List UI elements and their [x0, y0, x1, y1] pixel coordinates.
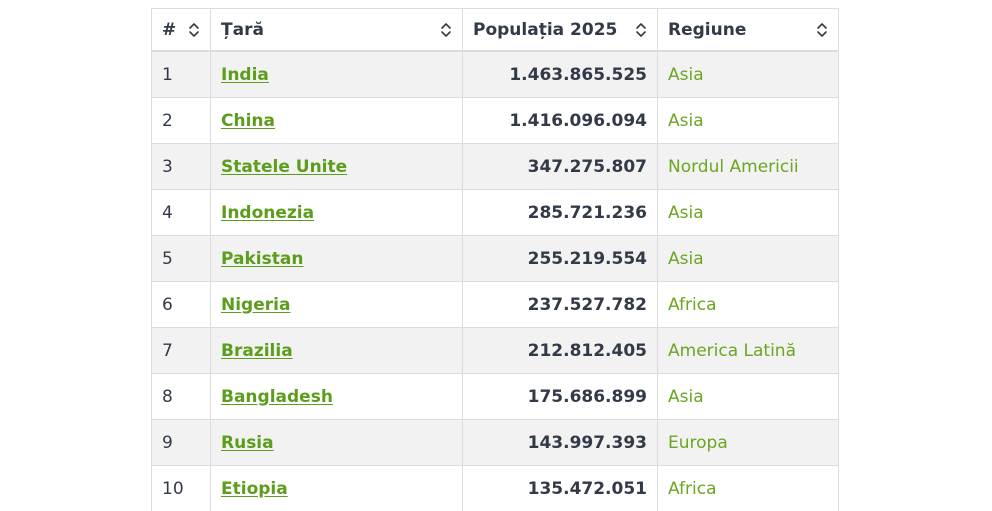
population-cell: 1.463.865.525: [462, 50, 658, 98]
region-cell: Nordul Americii: [657, 143, 839, 190]
column-header-population-label: Populația 2025: [473, 19, 618, 40]
rank-cell: 8: [151, 373, 211, 420]
column-header-region-label: Regiune: [668, 19, 747, 40]
table-row: 9 Rusia 143.997.393 Europa: [151, 419, 839, 466]
column-header-region[interactable]: Regiune: [657, 8, 839, 52]
table-row: 10 Etiopia 135.472.051 Africa: [151, 465, 839, 511]
country-cell: Statele Unite: [210, 143, 463, 190]
region-cell: Asia: [657, 97, 839, 144]
rank-cell: 7: [151, 327, 211, 374]
population-cell: 175.686.899: [462, 373, 658, 420]
country-cell: Bangladesh: [210, 373, 463, 420]
population-table-container: # Țară Populația 2025: [151, 8, 839, 511]
table-row: 5 Pakistan 255.219.554 Asia: [151, 235, 839, 282]
country-link[interactable]: Nigeria: [221, 294, 291, 315]
country-link[interactable]: Pakistan: [221, 248, 304, 269]
table-row: 4 Indonezia 285.721.236 Asia: [151, 189, 839, 236]
population-cell: 285.721.236: [462, 189, 658, 236]
country-link[interactable]: Brazilia: [221, 340, 293, 361]
region-cell: Asia: [657, 373, 839, 420]
country-cell: Brazilia: [210, 327, 463, 374]
country-cell: Nigeria: [210, 281, 463, 328]
table-body: 1 India 1.463.865.525 Asia 2 China 1.416…: [151, 50, 839, 511]
rank-cell: 6: [151, 281, 211, 328]
population-cell: 212.812.405: [462, 327, 658, 374]
table-row: 2 China 1.416.096.094 Asia: [151, 97, 839, 144]
region-cell: Africa: [657, 281, 839, 328]
region-cell: Africa: [657, 465, 839, 511]
country-link[interactable]: India: [221, 64, 269, 85]
sort-updown-icon: [817, 22, 827, 37]
population-table: # Țară Populația 2025: [151, 8, 839, 511]
country-link[interactable]: Indonezia: [221, 202, 315, 223]
population-cell: 255.219.554: [462, 235, 658, 282]
table-header: # Țară Populația 2025: [151, 8, 839, 52]
country-cell: Rusia: [210, 419, 463, 466]
rank-cell: 2: [151, 97, 211, 144]
sort-updown-icon: [441, 22, 451, 37]
region-cell: Asia: [657, 50, 839, 98]
population-cell: 135.472.051: [462, 465, 658, 511]
population-cell: 143.997.393: [462, 419, 658, 466]
column-header-rank[interactable]: #: [151, 8, 211, 52]
table-row: 1 India 1.463.865.525 Asia: [151, 50, 839, 98]
country-link[interactable]: Bangladesh: [221, 386, 333, 407]
region-cell: Europa: [657, 419, 839, 466]
column-header-population[interactable]: Populația 2025: [462, 8, 658, 52]
country-link[interactable]: Etiopia: [221, 478, 288, 499]
rank-cell: 10: [151, 465, 211, 511]
sort-updown-icon: [189, 22, 199, 37]
rank-cell: 5: [151, 235, 211, 282]
rank-cell: 4: [151, 189, 211, 236]
rank-cell: 1: [151, 50, 211, 98]
country-cell: India: [210, 50, 463, 98]
header-row: # Țară Populația 2025: [151, 8, 839, 52]
country-cell: Pakistan: [210, 235, 463, 282]
country-cell: Etiopia: [210, 465, 463, 511]
column-header-country-label: Țară: [221, 19, 264, 40]
table-row: 6 Nigeria 237.527.782 Africa: [151, 281, 839, 328]
rank-cell: 9: [151, 419, 211, 466]
country-cell: Indonezia: [210, 189, 463, 236]
country-link[interactable]: China: [221, 110, 275, 131]
column-header-rank-label: #: [162, 19, 177, 40]
sort-updown-icon: [636, 22, 646, 37]
table-row: 7 Brazilia 212.812.405 America Latină: [151, 327, 839, 374]
table-row: 3 Statele Unite 347.275.807 Nordul Ameri…: [151, 143, 839, 190]
column-header-country[interactable]: Țară: [210, 8, 463, 52]
rank-cell: 3: [151, 143, 211, 190]
region-cell: America Latină: [657, 327, 839, 374]
population-cell: 347.275.807: [462, 143, 658, 190]
population-cell: 1.416.096.094: [462, 97, 658, 144]
region-cell: Asia: [657, 189, 839, 236]
population-cell: 237.527.782: [462, 281, 658, 328]
country-cell: China: [210, 97, 463, 144]
region-cell: Asia: [657, 235, 839, 282]
country-link[interactable]: Rusia: [221, 432, 274, 453]
country-link[interactable]: Statele Unite: [221, 156, 348, 177]
table-row: 8 Bangladesh 175.686.899 Asia: [151, 373, 839, 420]
